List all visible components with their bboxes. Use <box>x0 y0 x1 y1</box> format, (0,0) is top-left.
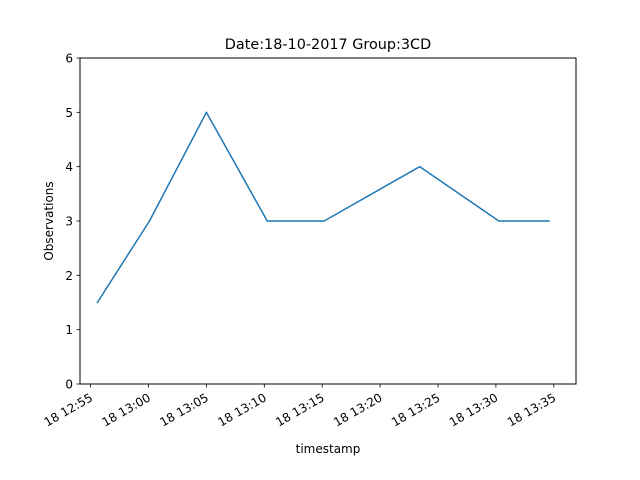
y-tick-label: 4 <box>65 160 73 174</box>
plot-frame <box>79 57 577 385</box>
x-axis-label: timestamp <box>296 442 361 456</box>
y-tick-label: 0 <box>65 378 73 392</box>
y-tick-label: 6 <box>65 52 73 66</box>
y-tick-label: 5 <box>65 106 73 120</box>
series-line <box>96 111 550 304</box>
y-tick-label: 1 <box>65 323 73 337</box>
series-layer <box>96 111 550 304</box>
y-axis-label: Observations <box>42 181 56 260</box>
y-tick-label: 3 <box>65 215 73 229</box>
y-tick-label: 2 <box>65 269 73 283</box>
chart-title: Date:18-10-2017 Group:3CD <box>225 37 431 53</box>
